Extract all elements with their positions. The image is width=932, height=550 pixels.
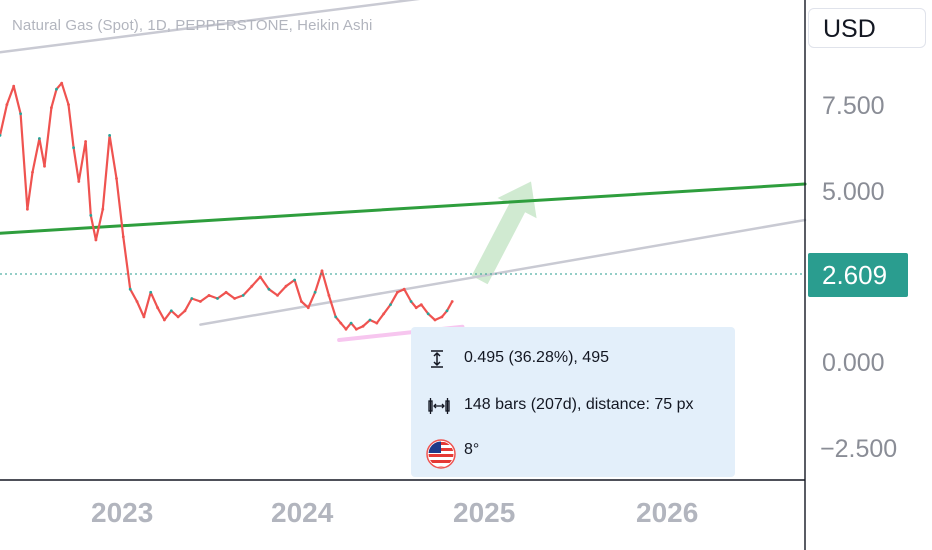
- us-flag-icon[interactable]: [426, 439, 456, 469]
- bars-count-text: 148 bars (207d), distance: 75 px: [464, 396, 694, 413]
- currency-button[interactable]: USD: [808, 8, 926, 48]
- y-tick-0000: 0.000: [822, 349, 885, 377]
- price-point: [38, 137, 41, 140]
- price-point: [77, 180, 81, 183]
- price-point: [250, 284, 254, 288]
- price-point: [445, 309, 449, 313]
- price-point: [334, 315, 338, 319]
- price-point: [320, 269, 324, 273]
- price-point: [361, 324, 365, 328]
- price-point: [190, 297, 194, 300]
- price-point: [313, 290, 317, 294]
- price-point: [396, 290, 399, 294]
- angle-text: 8°: [464, 441, 480, 458]
- x-tick-2026: 2026: [636, 497, 699, 528]
- price-point: [306, 306, 310, 310]
- price-point: [409, 300, 413, 303]
- price-point: [258, 275, 262, 279]
- price-point: [339, 321, 343, 325]
- price-point: [156, 306, 160, 310]
- horizontal-range-icon: [428, 398, 450, 414]
- price-point: [327, 294, 331, 297]
- price-point: [349, 321, 353, 325]
- price-point: [276, 294, 279, 297]
- price-point: [440, 315, 444, 319]
- price-line: [0, 82, 454, 331]
- price-point: [128, 287, 132, 291]
- last-price-tag: 2.609: [808, 253, 908, 297]
- price-point: [43, 164, 46, 168]
- price-change-text: 0.495 (36.28%), 495: [464, 349, 609, 366]
- price-point: [50, 106, 53, 110]
- price-point: [354, 327, 358, 331]
- price-point: [89, 214, 93, 217]
- price-point: [241, 294, 245, 297]
- price-point: [300, 300, 303, 303]
- price-point: [419, 303, 423, 306]
- price-point: [199, 300, 202, 303]
- price-point: [72, 146, 75, 150]
- price-point: [382, 312, 386, 316]
- price-point: [224, 290, 228, 294]
- price-point: [284, 284, 288, 288]
- price-point: [19, 112, 22, 116]
- price-point: [402, 287, 406, 291]
- price-point: [121, 235, 125, 239]
- price-point: [414, 306, 418, 310]
- price-point: [169, 309, 173, 313]
- price-point: [55, 87, 58, 91]
- vertical-range-icon: [431, 350, 443, 368]
- price-point: [216, 297, 219, 300]
- currency-label: USD: [823, 15, 876, 43]
- chart-title: Natural Gas (Spot), 1D, PEPPERSTONE, Hei…: [12, 17, 373, 34]
- y-tick-minus-2500: −2.500: [820, 435, 898, 463]
- price-point: [60, 81, 64, 85]
- price-point: [267, 287, 271, 291]
- price-point: [344, 327, 348, 331]
- price-point: [108, 134, 111, 137]
- price-point: [207, 294, 211, 297]
- price-point: [94, 238, 98, 242]
- target-arrow: [471, 181, 537, 285]
- x-tick-2024: 2024: [271, 497, 334, 528]
- price-point: [67, 103, 70, 106]
- y-tick-5000: 5.000: [822, 178, 885, 206]
- price-point: [375, 321, 379, 325]
- price-point: [233, 297, 237, 300]
- price-point: [433, 318, 437, 322]
- price-point: [176, 315, 180, 319]
- price-point: [426, 312, 430, 316]
- price-point: [26, 207, 29, 211]
- price-series: [0, 81, 454, 331]
- price-point: [149, 290, 153, 294]
- x-tick-2025: 2025: [453, 497, 516, 528]
- price-point: [135, 300, 139, 303]
- price-point: [84, 140, 87, 143]
- price-point: [450, 300, 454, 303]
- price-point: [115, 177, 118, 180]
- x-tick-2023: 2023: [91, 497, 154, 528]
- price-point: [389, 303, 392, 306]
- last-price-value: 2.609: [822, 260, 888, 290]
- measure-tooltip[interactable]: 0.495 (36.28%), 495 148 bars (207d), dis…: [411, 327, 735, 477]
- price-point: [183, 309, 187, 313]
- price-point: [5, 103, 9, 106]
- upper-channel-line[interactable]: [0, 0, 555, 54]
- price-point: [12, 84, 16, 88]
- support-trendline[interactable]: [0, 182, 807, 235]
- price-point: [31, 170, 34, 174]
- price-point: [142, 315, 146, 319]
- lower-channel-line[interactable]: [199, 218, 807, 326]
- price-point: [368, 318, 372, 322]
- price-point: [163, 318, 166, 322]
- up-arrow-shape[interactable]: [471, 181, 537, 285]
- price-point: [101, 207, 105, 211]
- price-point: [293, 278, 296, 282]
- y-tick-7500: 7.500: [822, 92, 885, 120]
- price-point: [0, 134, 2, 137]
